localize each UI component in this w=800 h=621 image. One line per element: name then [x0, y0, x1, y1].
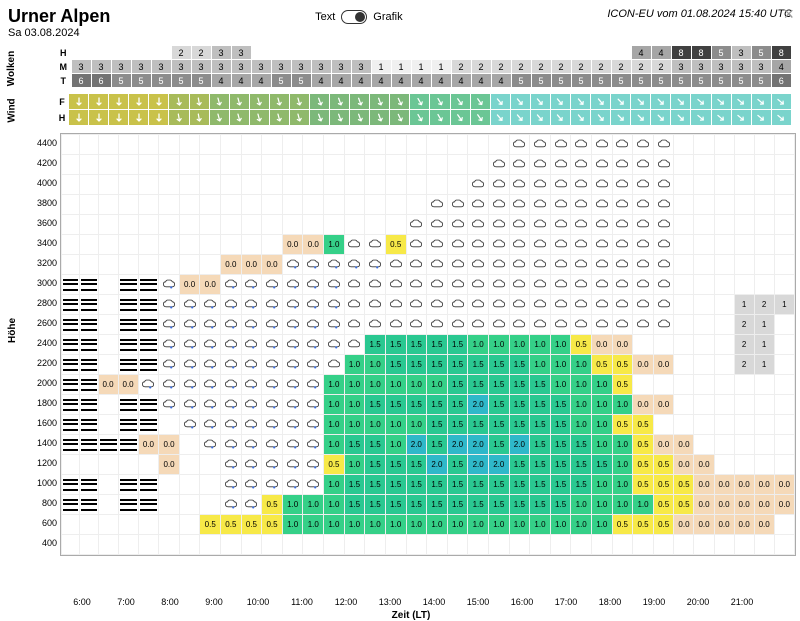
clouds-section-label: Wolken — [6, 51, 17, 86]
y-axis: 4400420040003800360034003200300028002600… — [26, 133, 60, 553]
toggle-text-label: Text — [315, 11, 335, 23]
view-toggle[interactable]: Text Grafik — [315, 10, 403, 24]
precipitation-heatmap: 0.00.01.00.50.00.00.00.00.0121211.51.51.… — [60, 133, 796, 556]
x-axis-label: Zeit (LT) — [392, 610, 431, 621]
cloud-grid: H223344885358M33333333333333311112222222… — [56, 45, 792, 88]
toggle-grafik-label: Grafik — [373, 11, 402, 23]
forecast-date: Sa 03.08.2024 — [8, 27, 110, 39]
wind-section-label: Wind — [7, 98, 18, 122]
height-section-label: Höhe — [7, 318, 18, 343]
x-axis: 6:007:008:009:0010:0011:0012:0013:0014:0… — [60, 597, 764, 607]
page-title: Urner Alpen — [8, 6, 110, 27]
wind-grid: FH — [56, 93, 792, 126]
toggle-switch[interactable] — [341, 10, 367, 24]
model-info: ICON-EU vom 01.08.2024 15:40 UTC — [607, 8, 792, 20]
close-button[interactable]: × — [783, 4, 794, 25]
